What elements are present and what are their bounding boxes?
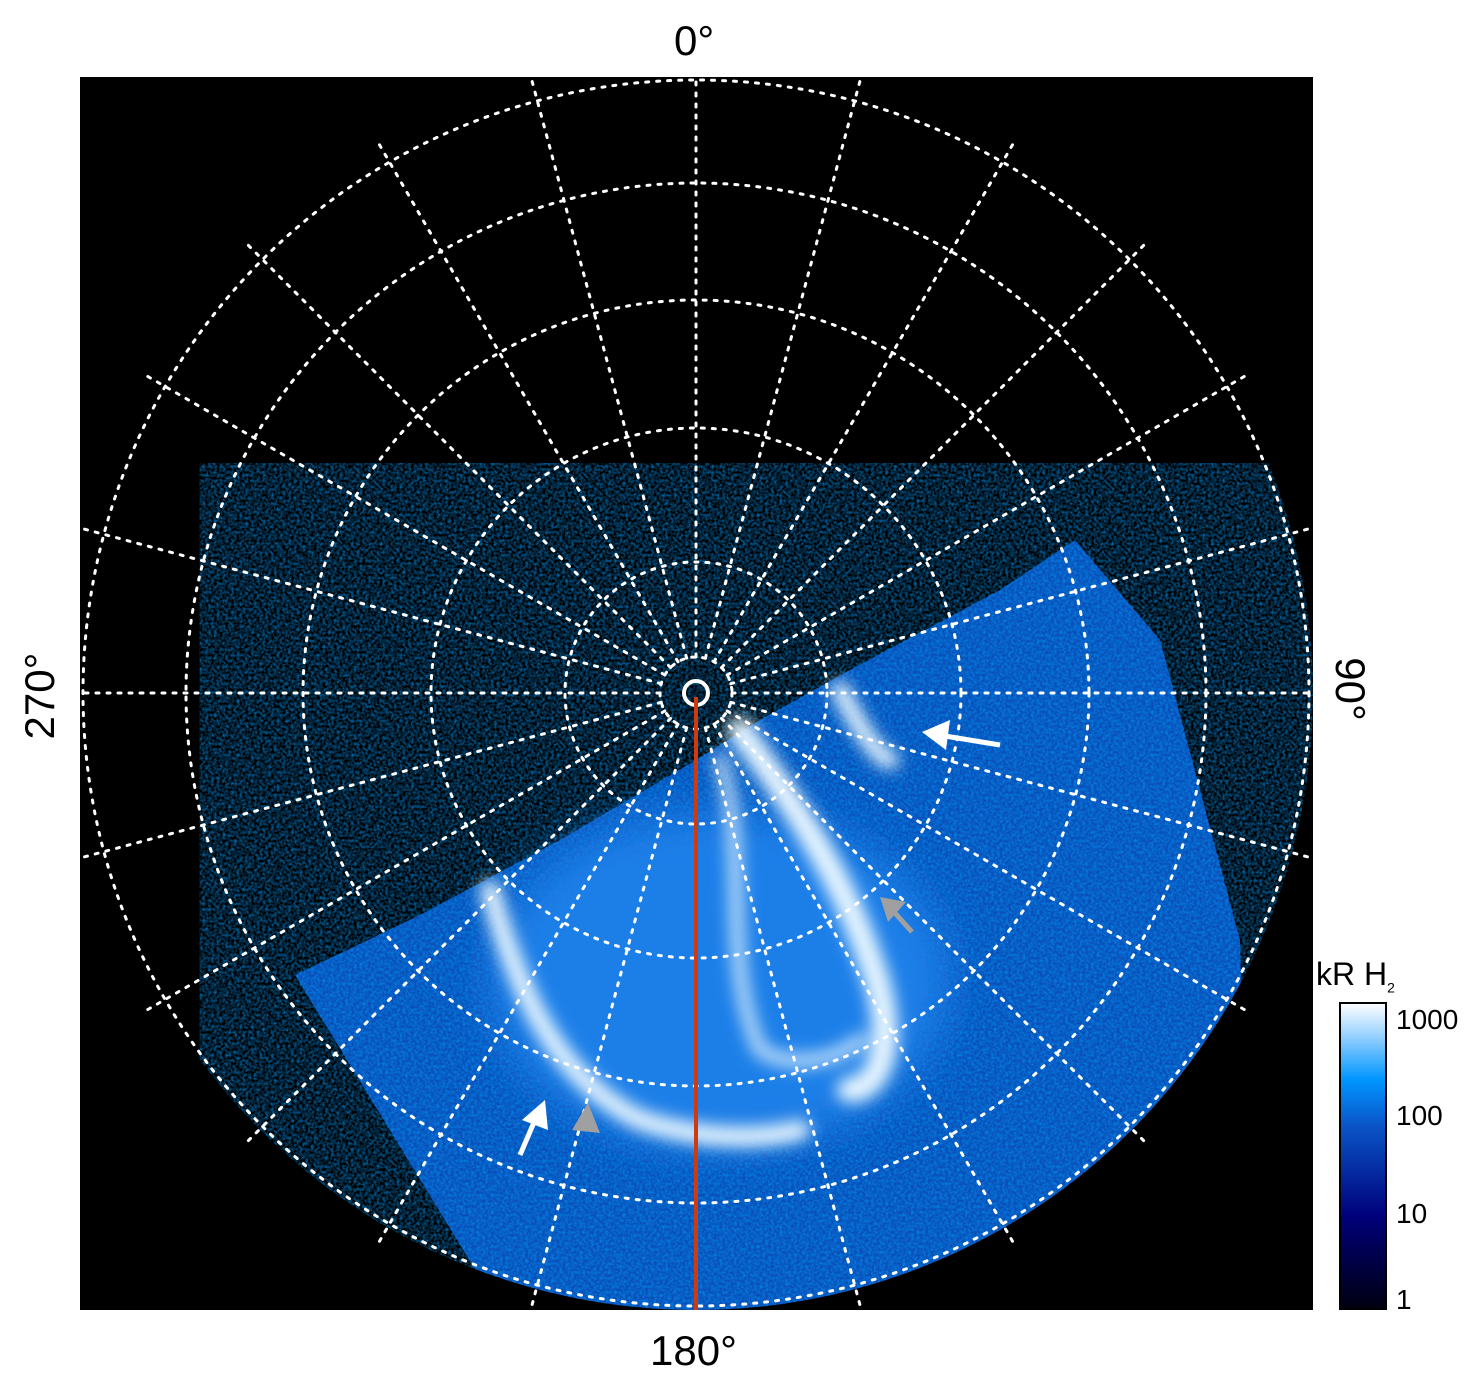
longitude-spoke [80, 700, 663, 860]
longitude-spoke [729, 526, 1313, 686]
longitude-spoke [529, 726, 689, 1310]
gray-arrow-icon [572, 1103, 600, 1133]
colorbar [1339, 1002, 1387, 1310]
label-0deg: 0° [674, 17, 715, 64]
longitude-spoke [725, 371, 1252, 677]
colorbar-tick: 10 [1396, 1198, 1428, 1229]
gray-arrow-icon [880, 897, 914, 934]
arrows [517, 720, 1001, 1156]
longitude-spoke [374, 722, 680, 1249]
longitude-spoke [725, 709, 1252, 1015]
colorbar-tick: 1000 [1396, 1004, 1459, 1035]
longitude-spoke [729, 700, 1313, 860]
longitude-spoke [703, 77, 863, 660]
label-180deg: 180° [650, 1327, 737, 1374]
longitude-spoke [703, 726, 863, 1310]
colorbar-tick: 100 [1396, 1100, 1443, 1131]
label-270deg: 270° [16, 652, 63, 740]
longitude-spoke [80, 526, 663, 686]
longitude-spoke [374, 137, 680, 664]
colorbar-tick: 1 [1396, 1284, 1412, 1315]
colorbar-title: kR H2 [1316, 956, 1395, 996]
white-arrow-icon [517, 1100, 548, 1156]
longitude-spoke [241, 238, 673, 670]
longitude-spoke [140, 371, 667, 677]
longitude-spoke [719, 716, 1151, 1148]
longitude-spoke [712, 722, 1018, 1249]
longitude-spoke [241, 716, 673, 1148]
longitude-spoke [529, 77, 689, 660]
white-arrow-icon [922, 720, 1001, 750]
label-90deg: 90° [1327, 657, 1374, 721]
longitude-spoke [140, 709, 667, 1015]
longitude-spoke [712, 137, 1018, 664]
longitude-spoke [719, 238, 1151, 670]
